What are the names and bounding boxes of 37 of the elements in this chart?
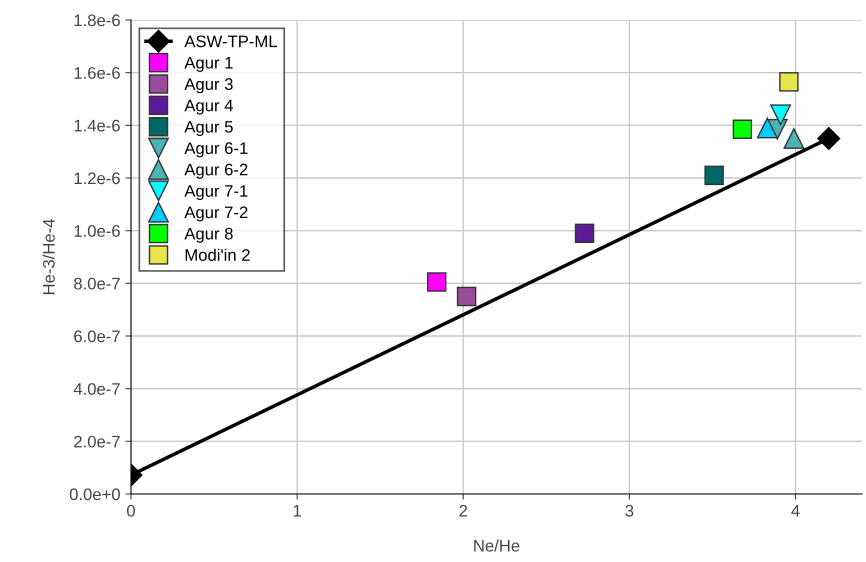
y-tick-label: 1.0e-6 bbox=[74, 225, 120, 237]
point bbox=[756, 118, 778, 138]
y-tick-label: 8.0e-7 bbox=[74, 278, 120, 290]
point bbox=[426, 272, 446, 292]
y-tick-label: 0.0e+0 bbox=[70, 488, 120, 500]
x-tick-label: 1 bbox=[294, 505, 301, 516]
legend-label: Agur 6-2 bbox=[184, 164, 248, 179]
y-tick-label: 2.0e-7 bbox=[74, 436, 120, 448]
legend-label: Agur 5 bbox=[184, 121, 233, 136]
legend-label: Agur 4 bbox=[184, 100, 233, 115]
legend-label: Agur 3 bbox=[184, 78, 233, 94]
legend-label: Agur 7-2 bbox=[184, 206, 248, 222]
point bbox=[704, 166, 724, 186]
y-tick-label: 1.4e-6 bbox=[74, 120, 120, 132]
y-tick-label: 1.2e-6 bbox=[74, 172, 120, 184]
y-tick-label: 1.8e-6 bbox=[74, 14, 120, 26]
legend-label: Agur 7-1 bbox=[184, 185, 248, 200]
point bbox=[456, 286, 476, 306]
x-tick-label: 4 bbox=[791, 505, 800, 516]
legend-label: Agur 1 bbox=[184, 56, 233, 72]
y-axis-title: He-3/He-4 bbox=[42, 219, 55, 294]
y-tick-label: 1.6e-6 bbox=[74, 67, 120, 79]
point bbox=[732, 120, 752, 140]
legend-label: ASW-TP-ML bbox=[184, 35, 278, 48]
x-tick-label: 3 bbox=[625, 504, 634, 517]
point bbox=[770, 104, 792, 126]
x-axis-title: Ne/He bbox=[474, 539, 520, 552]
legend-label: Agur 8 bbox=[184, 228, 233, 243]
x-tick-label: 2 bbox=[459, 504, 468, 516]
point bbox=[779, 72, 799, 92]
point bbox=[783, 128, 804, 149]
legend-label: Modi'in 2 bbox=[186, 248, 250, 261]
legend-label: Agur 6-1 bbox=[184, 142, 248, 158]
point bbox=[574, 224, 594, 244]
y-tick-label: 4.0e-7 bbox=[74, 383, 120, 395]
x-tick-label: 0 bbox=[127, 504, 135, 517]
y-tick-label: 6.0e-7 bbox=[74, 330, 120, 342]
